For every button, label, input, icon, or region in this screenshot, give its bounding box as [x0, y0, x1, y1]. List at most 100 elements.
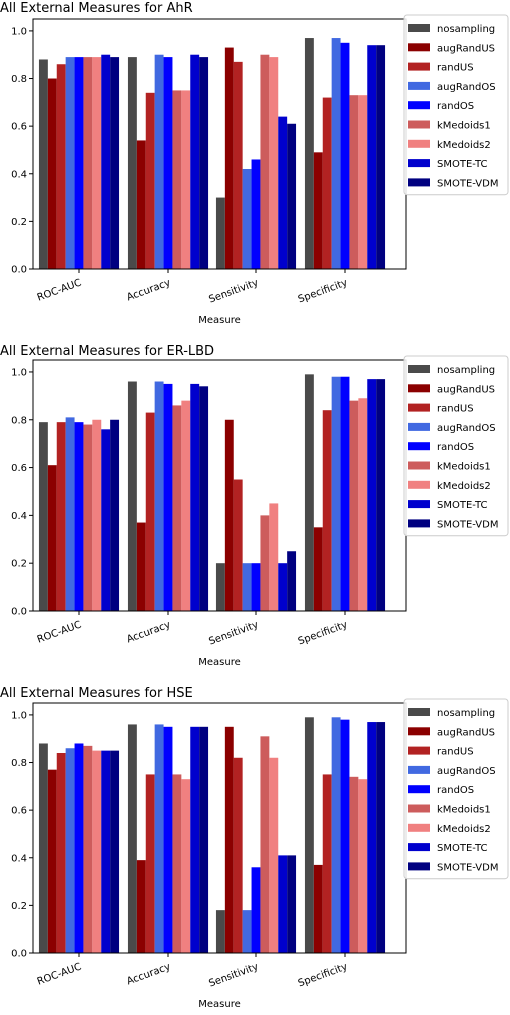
- bar-SMOTE-VDM-Specificity: [376, 379, 386, 611]
- legend-entry-nosampling: nosampling: [437, 708, 495, 719]
- bar-kMedoids2-Accuracy: [181, 779, 191, 953]
- legend-entry-kMedoids2: kMedoids2: [437, 824, 491, 835]
- bar-randUS-Specificity: [322, 410, 332, 611]
- bar-kMedoids1-Accuracy: [172, 405, 182, 611]
- legend-entry-kMedoids2: kMedoids2: [437, 481, 491, 492]
- legend-entry-SMOTE-TC: SMOTE-TC: [437, 159, 487, 170]
- legend-entry-randUS: randUS: [437, 747, 474, 758]
- bar-randUS-Sensitivity: [233, 61, 243, 269]
- legend-swatch-kMedoids2: [408, 480, 430, 489]
- bar-augRandUS-Sensitivity: [224, 47, 234, 269]
- bar-SMOTE-VDM-Sensitivity: [287, 551, 297, 611]
- y-tick-label: 1.0: [11, 26, 27, 37]
- bar-randUS-Accuracy: [145, 412, 155, 611]
- bar-augRandUS-ROC-AUC: [47, 78, 57, 270]
- y-tick-label: 0.8: [11, 415, 27, 426]
- bar-randOS-Accuracy: [163, 726, 173, 953]
- bar-SMOTE-TC-ROC-AUC: [101, 54, 111, 270]
- bar-randOS-Specificity: [340, 719, 350, 953]
- x-axis-label: Measure: [198, 315, 241, 326]
- bar-SMOTE-VDM-ROC-AUC: [110, 750, 120, 953]
- legend: nosampling augRandUS randUS augRandOS randOS…: [403, 355, 509, 537]
- legend: nosampling augRandUS randUS augRandOS randOS…: [403, 698, 509, 880]
- bar-SMOTE-VDM-Accuracy: [199, 726, 209, 953]
- bar-nosampling-ROC-AUC: [38, 743, 48, 953]
- bar-augRandUS-Accuracy: [136, 860, 146, 953]
- y-tick-label: 0.0: [11, 607, 27, 618]
- legend-swatch-SMOTE-TC: [408, 500, 430, 509]
- legend: nosampling augRandUS randUS augRandOS randOS…: [403, 14, 509, 196]
- legend-swatch-SMOTE-TC: [408, 159, 430, 168]
- bar-kMedoids2-ROC-AUC: [92, 419, 102, 611]
- bar-augRandOS-Accuracy: [154, 54, 164, 270]
- legend-entry-randUS: randUS: [437, 404, 474, 415]
- legend-swatch-augRandUS: [408, 43, 430, 52]
- bar-randOS-Sensitivity: [251, 867, 261, 953]
- chart-title: All External Measures for HSE: [0, 686, 193, 701]
- bar-kMedoids2-ROC-AUC: [92, 57, 102, 269]
- bar-nosampling-Sensitivity: [215, 563, 225, 611]
- bar-augRandOS-Sensitivity: [242, 910, 252, 953]
- bar-SMOTE-TC-ROC-AUC: [101, 429, 111, 611]
- bar-nosampling-Sensitivity: [215, 197, 225, 269]
- legend-entry-kMedoids2: kMedoids2: [437, 140, 491, 151]
- bar-augRandOS-Sensitivity: [242, 169, 252, 269]
- y-tick-label: 0.2: [11, 559, 27, 570]
- bar-randUS-Specificity: [322, 774, 332, 953]
- legend-swatch-augRandOS: [408, 422, 430, 431]
- bar-augRandUS-Sensitivity: [224, 419, 234, 611]
- bar-kMedoids1-Sensitivity: [260, 736, 270, 953]
- bar-augRandOS-ROC-AUC: [65, 748, 75, 953]
- bar-kMedoids1-Specificity: [349, 776, 359, 953]
- bar-kMedoids1-Specificity: [349, 95, 359, 269]
- bar-nosampling-ROC-AUC: [38, 59, 48, 270]
- bar-kMedoids2-Sensitivity: [269, 57, 279, 269]
- bar-kMedoids1-Accuracy: [172, 774, 182, 953]
- bar-augRandOS-Accuracy: [154, 381, 164, 611]
- legend-swatch-augRandOS: [408, 81, 430, 90]
- bar-SMOTE-TC-Accuracy: [190, 383, 200, 611]
- legend-swatch-randOS: [408, 101, 430, 110]
- y-tick-label: 0.0: [11, 265, 27, 276]
- bar-augRandUS-Accuracy: [136, 140, 146, 269]
- bar-randUS-ROC-AUC: [56, 422, 66, 611]
- bar-augRandOS-Accuracy: [154, 724, 164, 953]
- y-tick-label: 0.6: [11, 463, 27, 474]
- bar-kMedoids2-Specificity: [358, 779, 368, 953]
- x-tick-label: Accuracy: [125, 961, 172, 987]
- legend-entry-SMOTE-VDM: SMOTE-VDM: [437, 178, 498, 189]
- bar-randOS-ROC-AUC: [74, 743, 84, 953]
- x-axis-label: Measure: [198, 999, 241, 1010]
- legend-swatch-randUS: [408, 62, 430, 71]
- bar-randOS-ROC-AUC: [74, 422, 84, 611]
- bar-randOS-Sensitivity: [251, 563, 261, 611]
- bar-SMOTE-TC-Accuracy: [190, 726, 200, 953]
- x-tick-label: Sensitivity: [207, 961, 260, 989]
- legend-box: [403, 698, 509, 880]
- bar-SMOTE-TC-Accuracy: [190, 54, 200, 270]
- legend-entry-kMedoids1: kMedoids1: [437, 462, 491, 473]
- y-tick-label: 0.4: [11, 169, 27, 180]
- bar-augRandUS-Accuracy: [136, 522, 146, 611]
- x-tick-label: Sensitivity: [207, 619, 260, 647]
- legend-entry-randOS: randOS: [437, 785, 474, 796]
- bar-kMedoids2-ROC-AUC: [92, 750, 102, 953]
- bar-randOS-Accuracy: [163, 57, 173, 269]
- legend-box: [403, 14, 509, 196]
- legend-box: [403, 355, 509, 537]
- bar-randUS-ROC-AUC: [56, 753, 66, 953]
- legend-entry-SMOTE-TC: SMOTE-TC: [437, 500, 487, 511]
- bar-randUS-Accuracy: [145, 774, 155, 953]
- chart-panel-2: All External Measures for ER-LBD 0.0 0.2 0.…: [0, 344, 509, 668]
- x-axis-label: Measure: [198, 657, 241, 668]
- legend-entry-kMedoids1: kMedoids1: [437, 121, 491, 132]
- legend-swatch-SMOTE-VDM: [408, 519, 430, 528]
- legend-swatch-randOS: [408, 442, 430, 451]
- bar-SMOTE-TC-Specificity: [367, 722, 377, 953]
- bar-SMOTE-TC-Specificity: [367, 379, 377, 611]
- legend-entry-randOS: randOS: [437, 442, 474, 453]
- bar-nosampling-ROC-AUC: [38, 422, 48, 611]
- legend-entry-augRandUS: augRandUS: [437, 384, 495, 395]
- legend-swatch-SMOTE-VDM: [408, 862, 430, 871]
- bar-augRandUS-Specificity: [313, 864, 323, 953]
